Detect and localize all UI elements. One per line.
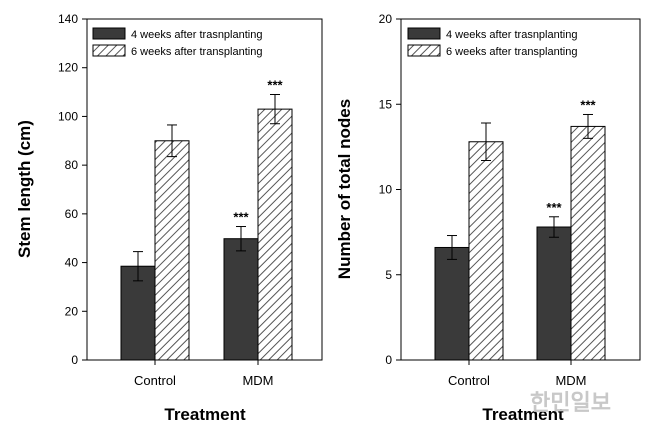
bar-week4-control [434, 246, 470, 361]
chart-panel-2: 0 5 10 15 20 Number of total nodes Control MDM T… [335, 12, 641, 424]
y-tick-label: 10 [379, 183, 393, 197]
y-tick-label: 0 [71, 353, 78, 367]
x-category-label: Control [448, 373, 490, 388]
legend-label: 6 weeks after transplanting [446, 46, 577, 58]
x-category-label: MDM [242, 373, 273, 388]
significance-label: *** [580, 97, 596, 112]
watermark-text: 한민일보 [530, 391, 611, 416]
bar-week4-mdm [223, 238, 259, 361]
y-tick-label: 40 [65, 256, 79, 270]
bar-week4-control [120, 265, 156, 361]
legend-swatch-week4 [92, 27, 126, 40]
significance-label: *** [267, 78, 283, 93]
y-tick-label: 20 [65, 304, 79, 318]
y-tick-label: 100 [58, 109, 78, 123]
bar-week6-mdm [257, 108, 293, 361]
plot-frame [86, 18, 323, 361]
y-tick-label: 80 [65, 158, 79, 172]
y-tick-label: 5 [385, 268, 392, 282]
legend-swatch-week6 [92, 44, 126, 57]
y-axis-title: Number of total nodes [335, 99, 354, 279]
legend-label: 6 weeks after transplanting [131, 46, 262, 58]
legend-label: 4 weeks after trasnplanting [131, 29, 262, 41]
bar-week6-mdm [570, 125, 606, 361]
y-tick-label: 0 [385, 353, 392, 367]
significance-label: *** [546, 200, 562, 215]
bar-week4-mdm [536, 226, 572, 361]
y-axis-title: Stem length (cm) [15, 120, 34, 258]
legend-label: 4 weeks after trasnplanting [446, 29, 577, 41]
x-category-label: Control [134, 373, 176, 388]
chart-panel-1: 0 20 40 60 80 100 120 140 Stem length (cm) Contro… [15, 12, 323, 424]
legend-swatch-week6 [407, 44, 441, 57]
bar-week6-control [468, 141, 504, 361]
significance-label: *** [233, 210, 249, 225]
x-category-label: MDM [555, 373, 586, 388]
y-tick-label: 60 [65, 207, 79, 221]
y-tick-label: 20 [379, 12, 393, 26]
y-tick-label: 140 [58, 12, 78, 26]
y-tick-label: 15 [379, 97, 393, 111]
legend-swatch-week4 [407, 27, 441, 40]
x-axis-title: Treatment [482, 405, 564, 424]
y-tick-label: 120 [58, 61, 78, 75]
bar-week6-control [154, 140, 190, 361]
x-axis-title: Treatment [164, 405, 246, 424]
